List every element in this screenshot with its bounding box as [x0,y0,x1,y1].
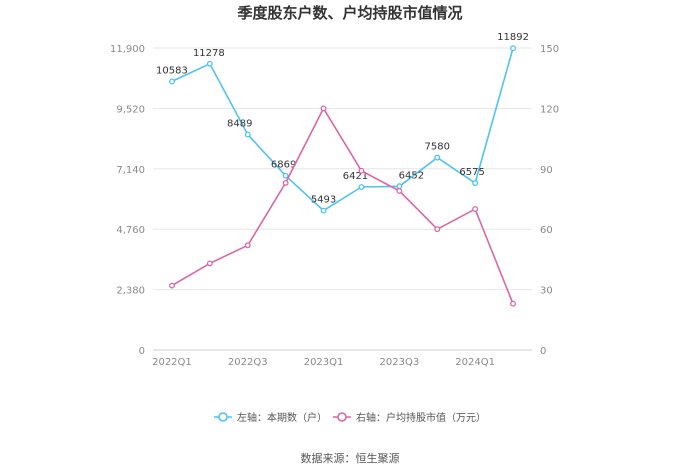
data-label: 5493 [311,195,336,206]
right-tick-label: 90 [540,165,553,176]
chart-title: 季度股东户数、户均持股市值情况 [237,4,462,22]
left-tick-label: 9,520 [116,104,145,115]
data-point [472,206,479,213]
data-point [168,282,175,289]
data-label: 11278 [193,48,225,59]
x-axis: 2022Q1 2022Q3 2023Q1 2023Q3 2024Q1 [152,357,495,368]
x-tick-label: 2023Q3 [380,357,420,368]
legend: 左轴：本期数（户） 右轴：户均持股市值（万元） [214,411,486,424]
data-label: 6869 [271,160,296,171]
x-tick-label: 2023Q1 [304,357,344,368]
data-point [168,78,175,85]
data-point [434,226,441,233]
left-tick-label: 2,380 [116,286,145,297]
data-point [472,180,479,187]
left-tick-label: 11,900 [110,44,145,55]
legend-marker [218,412,228,422]
source-note: 数据来源：恒生聚源 [301,451,400,465]
data-point [434,154,441,161]
right-tick-label: 150 [540,44,559,55]
data-point [282,172,289,179]
data-point [206,60,213,67]
data-point [244,242,251,249]
legend-label: 右轴：户均持股市值（万元） [356,411,486,424]
series-line-1 [171,47,514,212]
data-point [206,260,213,267]
legend-marker [337,412,347,422]
left-tick-label: 7,140 [116,165,145,176]
x-tick-label: 2024Q1 [455,357,495,368]
x-tick-label: 2022Q3 [228,357,268,368]
left-axis: 0 2,380 4,760 7,140 9,520 11,900 [110,44,145,357]
right-tick-label: 0 [540,346,546,357]
data-label: 6452 [399,170,424,181]
data-label: 7580 [425,142,450,153]
right-tick-label: 60 [540,225,553,236]
data-point [282,179,289,186]
data-label: 11892 [497,32,529,43]
series-group: 10583 11278 8489 6869 5493 6421 6452 7580 6575 11… [156,32,529,307]
data-point [510,45,516,52]
left-tick-label: 0 [139,346,145,357]
data-point [358,167,365,174]
data-point [320,105,327,112]
right-tick-label: 120 [540,104,559,115]
data-label: 6421 [343,171,368,182]
data-point [396,187,403,194]
data-point [510,300,516,307]
data-point [320,207,327,214]
data-label: 6575 [459,167,484,178]
series-line-2 [171,106,514,304]
data-label: 8489 [227,119,252,130]
data-label: 10583 [156,65,188,76]
data-point [244,131,251,138]
right-tick-label: 30 [540,286,553,297]
grid-lines [153,47,532,351]
legend-label: 左轴：本期数（户） [237,411,327,424]
right-axis: 0 30 60 90 120 150 [540,44,559,357]
data-point [396,183,403,190]
x-tick-label: 2022Q1 [152,357,192,368]
left-tick-label: 4,760 [116,225,145,236]
data-point [358,184,365,190]
